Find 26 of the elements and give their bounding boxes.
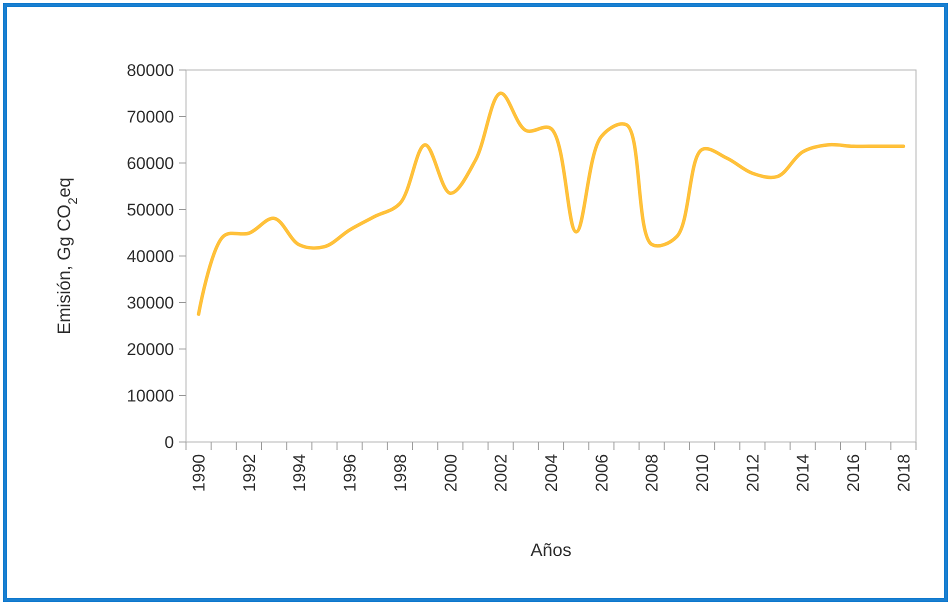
x-tick-label: 2006 [592,454,612,492]
y-tick-label: 30000 [126,293,174,312]
y-tick-label: 0 [164,432,174,452]
y-tick-label: 60000 [126,154,174,173]
x-tick-label: 1992 [240,454,259,492]
y-tick-label: 50000 [126,200,174,220]
x-axis-title: Años [530,540,572,560]
x-tick-label: 1990 [190,454,209,492]
y-tick-label: 10000 [126,386,174,406]
x-tick-label: 2014 [794,454,813,492]
y-tick-label: 80000 [126,60,174,80]
x-tick-label: 2008 [642,454,662,492]
x-tick-label: 2000 [441,454,460,492]
x-tick-label: 1994 [290,454,310,492]
x-tick-label: 2016 [844,454,864,492]
x-tick-label: 2002 [492,454,511,492]
y-tick-label: 70000 [126,107,174,126]
y-tick-label: 40000 [126,246,174,266]
x-tick-label: 2004 [542,454,561,492]
x-tick-label: 2012 [743,454,762,492]
x-tick-label: 1996 [340,454,360,492]
y-tick-label: 20000 [126,340,174,359]
x-tick-label: 2018 [894,454,914,492]
x-tick-label: 1998 [390,454,410,492]
line-series [196,92,906,316]
x-tick-label: 2010 [692,454,712,492]
